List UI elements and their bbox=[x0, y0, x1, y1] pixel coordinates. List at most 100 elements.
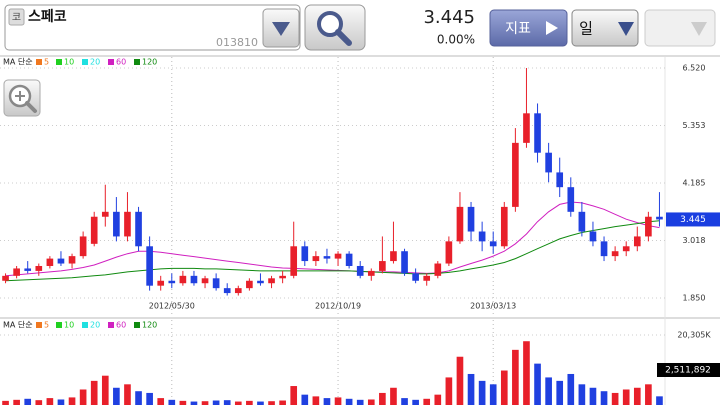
candle-body bbox=[301, 246, 309, 262]
x-tick-label: 2012/10/19 bbox=[315, 302, 361, 311]
candle-body bbox=[113, 211, 120, 237]
volume-bar bbox=[478, 380, 486, 405]
indicator-button[interactable]: 지표 bbox=[489, 9, 568, 47]
candle-body bbox=[135, 211, 142, 247]
candle-body bbox=[79, 236, 87, 257]
candle-body bbox=[268, 278, 275, 284]
volume-bar bbox=[523, 341, 530, 405]
candle-body bbox=[367, 270, 375, 276]
volume-bar bbox=[656, 396, 663, 405]
volume-bar bbox=[179, 400, 187, 405]
candle-body bbox=[401, 251, 408, 274]
volume-bar bbox=[556, 380, 564, 405]
candle-body bbox=[600, 241, 608, 257]
zoom-button[interactable] bbox=[3, 79, 41, 117]
volume-bar bbox=[246, 400, 253, 405]
volume-bar bbox=[534, 363, 541, 405]
legend-swatch bbox=[108, 322, 114, 328]
candle-body bbox=[2, 275, 9, 281]
volume-bar bbox=[268, 401, 275, 405]
volume-bar bbox=[290, 386, 298, 405]
volume-bar bbox=[257, 401, 264, 405]
candle-body bbox=[390, 251, 397, 262]
search-button[interactable] bbox=[304, 4, 366, 51]
volume-bar bbox=[578, 384, 586, 405]
ma-line bbox=[5, 201, 660, 277]
y-tick-label: 5.353 bbox=[683, 121, 706, 130]
candle-body bbox=[556, 172, 564, 188]
price: 3.445 bbox=[423, 7, 475, 28]
volume-bar bbox=[633, 387, 641, 405]
stock-name: 스페코 bbox=[28, 9, 67, 25]
legend-label: 120 bbox=[142, 58, 157, 67]
candle-body bbox=[13, 268, 20, 276]
legend-label: 5 bbox=[44, 321, 49, 330]
stock-icon-bg bbox=[8, 8, 25, 26]
candle-body bbox=[645, 216, 652, 237]
legend-swatch bbox=[36, 322, 42, 328]
indicator-label: 지표 bbox=[505, 21, 531, 37]
candle-body bbox=[345, 253, 353, 266]
search-field[interactable] bbox=[4, 4, 301, 51]
plot: 1.850 3.018 4.185 5.353 6.520 2012/05/30 2012/… bbox=[0, 57, 720, 405]
candle-body bbox=[124, 211, 131, 237]
volume-bar bbox=[423, 398, 431, 405]
volume-bar bbox=[68, 397, 76, 405]
change: 0.00% bbox=[437, 33, 475, 47]
candle-body bbox=[500, 206, 508, 247]
volume-bar bbox=[13, 399, 20, 405]
volume-bar bbox=[2, 400, 9, 405]
volume-bar bbox=[113, 387, 120, 405]
volume-bar bbox=[279, 400, 286, 405]
volume-bar bbox=[79, 389, 87, 405]
volume-bar bbox=[312, 396, 320, 405]
candle-body bbox=[523, 113, 530, 143]
period-select[interactable]: 일 bbox=[571, 9, 639, 47]
legend-label: 60 bbox=[116, 321, 126, 330]
candle-body bbox=[478, 231, 486, 242]
y-tick-label: 20,305K bbox=[677, 331, 711, 340]
x-tick-label: 2012/05/30 bbox=[149, 302, 195, 311]
volume-bar bbox=[146, 392, 153, 405]
volume-bar bbox=[35, 400, 43, 405]
indicator-arrow bbox=[546, 21, 558, 35]
legend-label: 20 bbox=[90, 58, 100, 67]
y-tick-label: 6.520 bbox=[683, 64, 706, 73]
legend-swatch bbox=[134, 59, 140, 65]
y-tick-label: 3.018 bbox=[683, 236, 706, 245]
candle-body bbox=[656, 216, 663, 220]
legend-label: 10 bbox=[64, 58, 74, 67]
volume-bar bbox=[600, 391, 608, 405]
candle-body bbox=[35, 265, 43, 271]
candle-body bbox=[423, 275, 431, 281]
volume-bar bbox=[467, 373, 475, 405]
search-box[interactable]: 코 스페코 013810 bbox=[4, 4, 301, 51]
indicator-button-bg[interactable] bbox=[489, 9, 568, 47]
candle-body bbox=[356, 265, 364, 276]
legend-swatch bbox=[56, 322, 62, 328]
candle-body bbox=[545, 152, 552, 173]
last-volume-box bbox=[657, 363, 720, 377]
legend-swatch bbox=[134, 322, 140, 328]
candle-body bbox=[190, 275, 198, 284]
x-tick-label: 2013/03/13 bbox=[470, 302, 516, 311]
dropdown-arrow bbox=[272, 22, 290, 36]
volume-bar bbox=[24, 398, 32, 405]
candle-body bbox=[434, 263, 442, 276]
magnifier-handle bbox=[335, 29, 352, 46]
candle-body bbox=[168, 280, 176, 284]
volume-bar bbox=[168, 399, 176, 405]
candle-body bbox=[146, 246, 153, 286]
volume-bar bbox=[323, 398, 331, 405]
candle-body bbox=[323, 256, 331, 259]
period-select-bg[interactable] bbox=[571, 9, 639, 47]
legend-label: 5 bbox=[44, 58, 49, 67]
candle-body bbox=[633, 236, 641, 247]
volume-bar bbox=[57, 399, 65, 405]
candle-body bbox=[512, 142, 519, 207]
volume-bar bbox=[611, 392, 619, 405]
volume-bar bbox=[223, 400, 231, 405]
volume-bar bbox=[489, 384, 497, 405]
volume-bar bbox=[622, 389, 630, 405]
